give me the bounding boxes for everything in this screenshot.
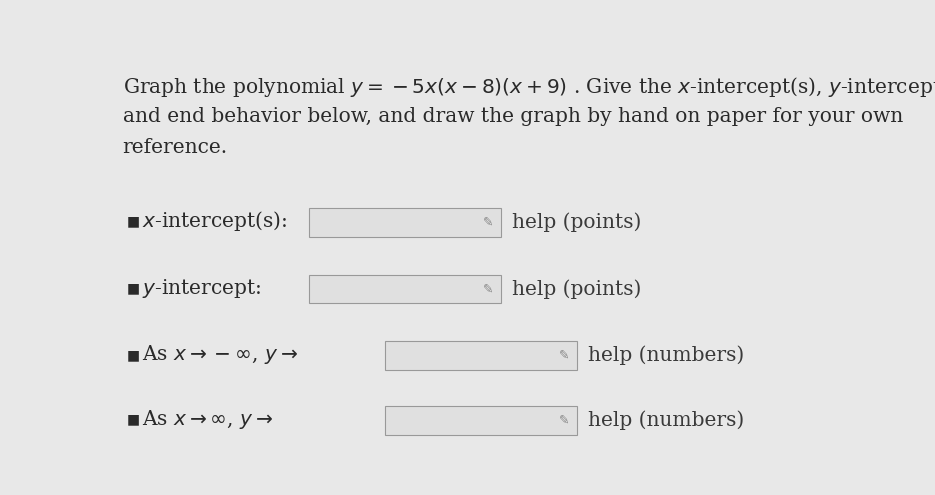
Text: ✎: ✎ <box>559 414 569 427</box>
Text: reference.: reference. <box>122 138 228 156</box>
Text: ■: ■ <box>126 348 139 362</box>
Text: ✎: ✎ <box>482 282 493 296</box>
Text: help (points): help (points) <box>511 279 641 298</box>
FancyBboxPatch shape <box>309 208 501 237</box>
FancyBboxPatch shape <box>309 275 501 303</box>
Text: ■: ■ <box>126 413 139 427</box>
Text: ■: ■ <box>126 214 139 228</box>
FancyBboxPatch shape <box>385 342 577 370</box>
Text: ✎: ✎ <box>559 349 569 362</box>
Text: ■: ■ <box>126 281 139 295</box>
Text: help (numbers): help (numbers) <box>588 410 744 430</box>
Text: As $x \rightarrow -\infty$, $y \rightarrow$: As $x \rightarrow -\infty$, $y \rightarr… <box>142 344 298 366</box>
Text: $y$-intercept:: $y$-intercept: <box>142 277 262 299</box>
Text: Graph the polynomial $y = -5x(x - 8)(x + 9)$ . Give the $x$-intercept(s), $y$-in: Graph the polynomial $y = -5x(x - 8)(x +… <box>122 75 935 99</box>
Text: $x$-intercept(s):: $x$-intercept(s): <box>142 209 287 233</box>
Text: ✎: ✎ <box>482 216 493 229</box>
Text: help (points): help (points) <box>511 212 641 232</box>
FancyBboxPatch shape <box>385 406 577 435</box>
Text: help (numbers): help (numbers) <box>588 346 744 365</box>
Text: As $x \rightarrow \infty$, $y \rightarrow$: As $x \rightarrow \infty$, $y \rightarro… <box>142 408 274 431</box>
Text: and end behavior below, and draw the graph by hand on paper for your own: and end behavior below, and draw the gra… <box>122 107 903 126</box>
